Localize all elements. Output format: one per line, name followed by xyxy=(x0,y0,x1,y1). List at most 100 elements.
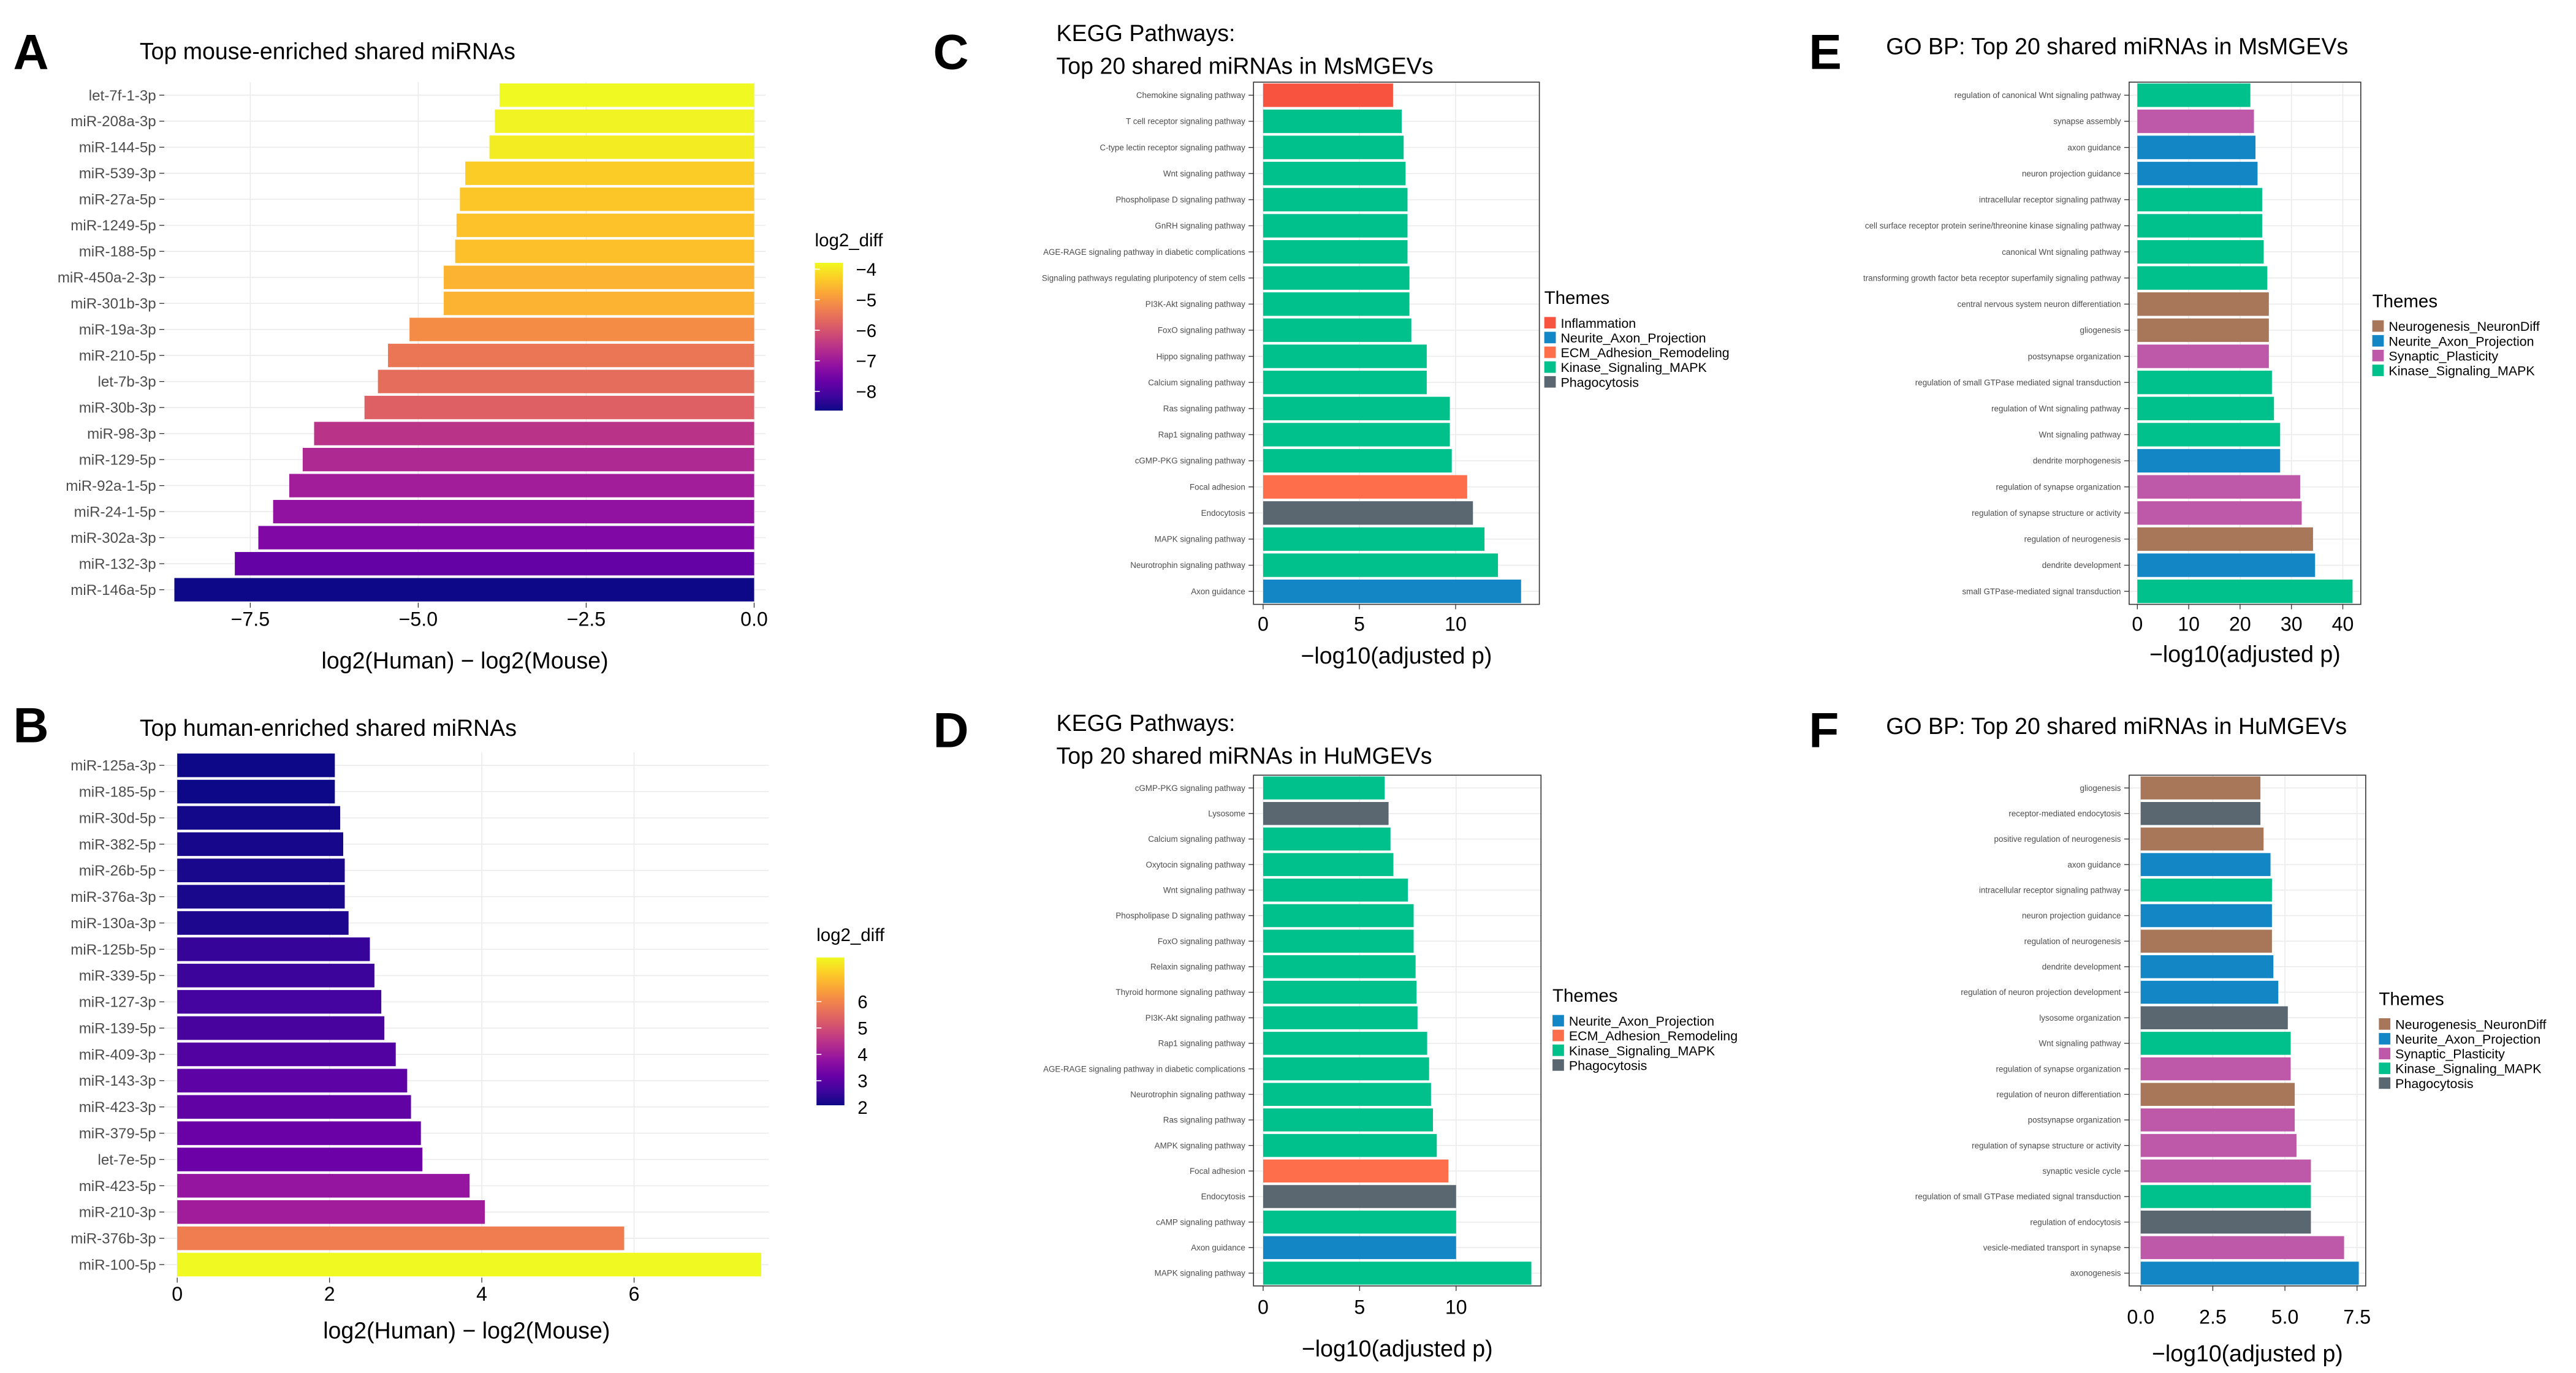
category-label: Hippo signaling pathway xyxy=(1157,352,1245,361)
bar xyxy=(2137,318,2269,342)
bar xyxy=(1263,240,1408,264)
category-label: Focal adhesion xyxy=(1190,1167,1245,1176)
x-tick-label: −2.5 xyxy=(567,608,606,630)
category-label: Wnt signaling pathway xyxy=(1163,169,1245,178)
plot-frame xyxy=(2129,774,2366,1287)
category-label: miR-27a-5p xyxy=(79,192,156,208)
bar xyxy=(1263,904,1414,928)
category-label: C-type lectin receptor signaling pathway xyxy=(1100,143,1245,152)
category-label: regulation of neurogenesis xyxy=(2024,535,2121,544)
bar xyxy=(177,1042,396,1067)
bar xyxy=(177,1148,423,1171)
category-label: Wnt signaling pathway xyxy=(1163,886,1245,895)
category-label: synaptic vesicle cycle xyxy=(2042,1167,2121,1176)
bar xyxy=(177,1200,485,1224)
category-label: Ras signaling pathway xyxy=(1163,1116,1245,1125)
x-tick-label: 5 xyxy=(1354,613,1365,635)
legend-swatch xyxy=(2379,1077,2391,1089)
category-label: Lysosome xyxy=(1208,809,1245,818)
colorbar xyxy=(816,957,845,1106)
category-label: miR-1249-5p xyxy=(70,217,156,234)
bar xyxy=(2137,187,2262,212)
colorbar-tick-label: −7 xyxy=(856,352,877,372)
bar xyxy=(2140,980,2279,1004)
bar xyxy=(1263,827,1391,851)
legend-label: Kinase_Signaling_MAPK xyxy=(1569,1043,1715,1058)
x-tick-label: 20 xyxy=(2229,613,2251,635)
category-label: let-7b-3p xyxy=(97,374,156,390)
legend-swatch xyxy=(1552,1059,1564,1071)
x-tick-label: −7.5 xyxy=(231,608,270,630)
category-label: regulation of small GTPase mediated sign… xyxy=(1915,378,2121,387)
bar xyxy=(177,1016,385,1040)
bar xyxy=(2140,1083,2295,1106)
bar xyxy=(1263,879,1408,902)
bar xyxy=(177,911,349,935)
bar xyxy=(177,1174,470,1198)
category-label: Rap1 signaling pathway xyxy=(1158,1039,1245,1048)
category-label: vesicle-mediated transport in synapse xyxy=(1983,1243,2121,1252)
bar xyxy=(1263,553,1499,577)
bar xyxy=(1263,1032,1427,1055)
bar xyxy=(1263,980,1417,1004)
bar xyxy=(2140,1006,2288,1029)
category-label: Phospholipase D signaling pathway xyxy=(1115,911,1245,920)
chart-title: Top 20 shared miRNAs in MsMGEVs xyxy=(1057,53,1434,79)
legend-label: Phagocytosis xyxy=(2395,1076,2474,1091)
category-label: gliogenesis xyxy=(2080,784,2121,793)
bar xyxy=(1263,135,1404,159)
legend-swatch xyxy=(2379,1018,2391,1030)
legend-swatch xyxy=(1544,346,1556,358)
bar xyxy=(2137,214,2262,238)
legend-swatch xyxy=(2372,320,2384,332)
category-label: axonogenesis xyxy=(2070,1269,2121,1278)
x-tick-label: 0.0 xyxy=(740,608,768,630)
colorbar-tick-label: −5 xyxy=(856,290,877,311)
panel-d: D KEGG Pathways: Top 20 shared miRNAs in H… xyxy=(933,703,1738,1361)
legend-swatch xyxy=(2372,335,2384,347)
legend-label: Neurite_Axon_Projection xyxy=(1560,331,1706,346)
x-tick-label: −5.0 xyxy=(399,608,438,630)
category-label: miR-301b-3p xyxy=(70,296,156,312)
category-label: miR-208a-3p xyxy=(70,113,156,130)
plot-frame xyxy=(2129,81,2361,605)
legend-label: Synaptic_Plasticity xyxy=(2388,349,2498,363)
category-label: MAPK signaling pathway xyxy=(1155,1269,1245,1278)
bar xyxy=(177,963,374,988)
bar xyxy=(2140,1185,2311,1208)
category-label: miR-130a-3p xyxy=(70,915,156,932)
category-label: postsynapse organization xyxy=(2028,352,2121,361)
legend-label: ECM_Adhesion_Remodeling xyxy=(1569,1029,1738,1043)
legend-swatch xyxy=(1544,331,1556,344)
category-label: miR-146a-5p xyxy=(70,582,156,599)
colorbar-tick-label: 4 xyxy=(857,1045,867,1065)
panel-b: B Top human-enriched shared miRNAs miR-125… xyxy=(13,698,884,1344)
bar xyxy=(2140,1032,2291,1055)
bar xyxy=(1263,1083,1431,1106)
panel-letter: E xyxy=(1809,25,1842,80)
legend-label: Neurogenesis_NeuronDiff xyxy=(2395,1017,2546,1032)
legend-label: Kinase_Signaling_MAPK xyxy=(2388,364,2535,379)
category-label: regulation of neuron projection developm… xyxy=(1961,988,2121,997)
legend-swatch xyxy=(1552,1044,1564,1056)
legend-swatch xyxy=(2379,1062,2391,1075)
bar xyxy=(2137,448,2281,473)
bar xyxy=(465,161,754,185)
chart-title: GO BP: Top 20 shared miRNAs in MsMGEVs xyxy=(1886,34,2348,59)
x-tick-label: 6 xyxy=(629,1283,640,1305)
category-label: miR-92a-1-5p xyxy=(66,478,156,494)
bar xyxy=(409,317,754,341)
category-label: FoxO signaling pathway xyxy=(1158,326,1245,335)
bar xyxy=(2137,292,2269,316)
category-label: Axon guidance xyxy=(1191,587,1245,596)
colorbar-tick-label: −6 xyxy=(856,321,877,341)
legend-label: Kinase_Signaling_MAPK xyxy=(2395,1062,2542,1076)
x-tick-label: 0 xyxy=(2132,613,2143,635)
legend-title: Themes xyxy=(2373,291,2437,311)
legend-label: Neurite_Axon_Projection xyxy=(2388,334,2534,349)
bar xyxy=(2137,553,2316,577)
panel-c: C KEGG Pathways: Top 20 shared miRNAs in M… xyxy=(933,20,1730,668)
chart-title: Top human-enriched shared miRNAs xyxy=(140,715,517,741)
panel-letter: A xyxy=(13,25,48,80)
